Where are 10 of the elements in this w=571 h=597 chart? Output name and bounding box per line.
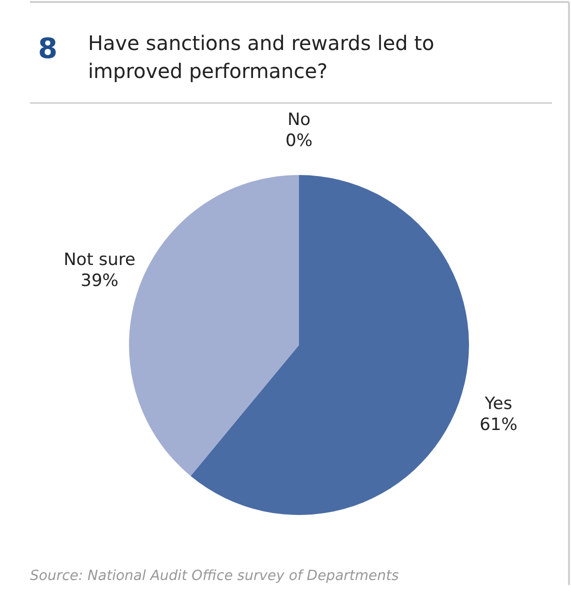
text: 8: [38, 32, 58, 65]
category-label: No: [287, 110, 311, 130]
data-label: 61%: [480, 414, 518, 435]
slice-label: Yes: [484, 394, 512, 414]
slice-label: Not sure: [64, 250, 136, 270]
chart-title: Have sanctions and rewards led to improved performance?: [88, 31, 434, 83]
source-note: Source: National Audit Office survey of Departments: [30, 568, 399, 584]
text: 0%: [286, 131, 312, 151]
data-label: 39%: [80, 271, 118, 292]
pie-slice: [190, 175, 469, 515]
